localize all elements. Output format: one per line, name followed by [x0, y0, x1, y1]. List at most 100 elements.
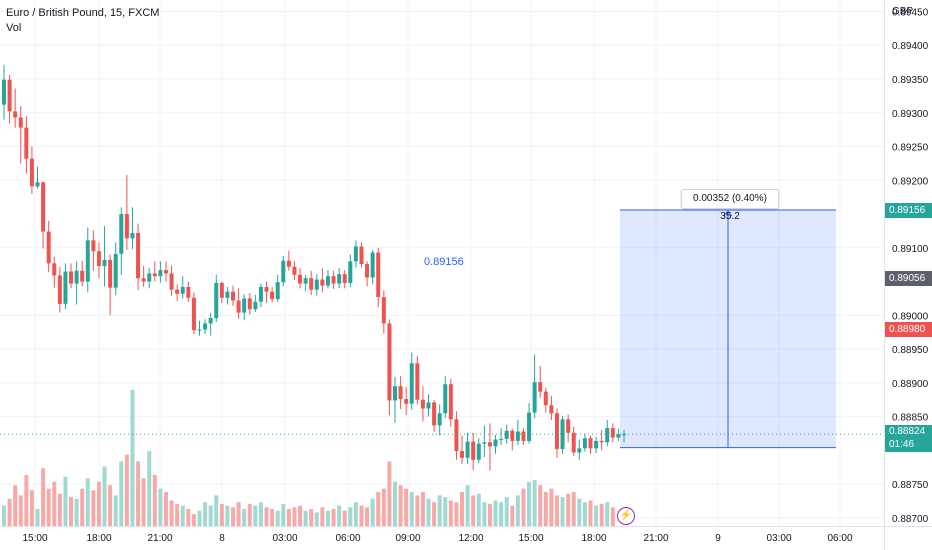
candle-body [482, 442, 487, 444]
volume-bar [610, 507, 615, 526]
candle-body [348, 261, 353, 283]
currency-label: GBP [892, 6, 914, 17]
volume-bar [35, 509, 40, 526]
volume-bar [460, 492, 465, 526]
time-tick-label: 12:00 [458, 533, 483, 544]
bar-countdown: 01:46 [889, 439, 915, 450]
volume-bar [582, 502, 587, 526]
volume-bar [2, 505, 6, 526]
candle-body [108, 259, 113, 288]
volume-bar [175, 503, 180, 526]
candle-body [610, 428, 615, 438]
candle-body [325, 276, 330, 286]
price-tick-label: 0.89250 [892, 143, 929, 154]
candle-body [163, 270, 168, 274]
volume-bar [275, 510, 280, 526]
candle-body [91, 240, 96, 252]
symbol-title[interactable]: Euro / British Pound, 15, FXCM [6, 7, 160, 19]
candle-body [63, 271, 68, 304]
volume-bar [74, 498, 79, 526]
volume-bar [281, 503, 286, 526]
volume-bar [353, 502, 358, 526]
volume-bar [538, 485, 543, 526]
volume-bar [404, 488, 409, 526]
candle-body [554, 413, 559, 450]
candle-body [124, 214, 129, 239]
lightning-icon[interactable]: ⚡ [617, 507, 635, 525]
candle-body [253, 301, 258, 310]
price-tick-label: 0.89300 [892, 109, 929, 120]
candle-body [214, 282, 219, 319]
candle-body [566, 419, 571, 433]
candle-body [605, 428, 610, 443]
volume-bar [432, 502, 437, 526]
candle-body [264, 286, 269, 292]
candle-body [314, 279, 319, 290]
volume-bar [258, 502, 263, 526]
volume-bar [80, 488, 85, 526]
volume-bar [225, 505, 230, 526]
volume-bar [476, 493, 481, 526]
candle-body [119, 214, 124, 254]
candle-body [80, 270, 85, 282]
volume-bar [409, 492, 414, 526]
candle-body [7, 79, 12, 112]
time-tick-label: 9 [715, 533, 721, 544]
candle-body [286, 260, 291, 267]
volume-bar [325, 510, 330, 526]
candle-body [203, 323, 208, 330]
candle-body [337, 274, 342, 284]
candle-body [219, 282, 224, 298]
volume-bar [426, 498, 431, 526]
volume-bar [420, 492, 425, 526]
candle-body [180, 286, 185, 294]
volume-bar [52, 481, 57, 526]
measure-target-text: 0.89156 [424, 256, 464, 268]
candle-body [454, 419, 459, 452]
chart-legend: Euro / British Pound, 15, FXCM Vol [6, 6, 159, 36]
candle-body [370, 252, 375, 278]
volume-bar [130, 390, 135, 526]
price-tick-label: 0.89350 [892, 75, 929, 86]
candle-body [35, 182, 40, 187]
candle-body [398, 386, 403, 400]
candle-body [365, 264, 370, 278]
volume-bar [108, 485, 113, 526]
target-price-tag: 0.89156 [885, 202, 932, 218]
volume-bar [18, 495, 23, 526]
volume-bar [292, 507, 297, 526]
candle-body [152, 273, 157, 277]
current-price-value: 0.88824 [889, 426, 926, 437]
candle-body [582, 438, 587, 449]
volume-bar [286, 509, 291, 526]
volume-bar [113, 495, 118, 526]
candle-body [197, 329, 202, 331]
volume-bar [532, 480, 537, 526]
candle-body [309, 278, 314, 290]
volume-bar [7, 498, 12, 526]
candle-body [147, 273, 152, 282]
price-tick-label: 0.88950 [892, 345, 929, 356]
candle-body [577, 448, 582, 453]
candle-body [353, 246, 358, 262]
time-tick-label: 18:00 [581, 533, 606, 544]
candle-body [538, 382, 543, 392]
volume-bar [136, 461, 141, 526]
volume-bar [270, 509, 275, 526]
volume-bar [527, 481, 532, 526]
volume-bar [348, 507, 353, 526]
candle-body [52, 263, 57, 276]
volume-bar [236, 502, 241, 526]
price-tick-label: 0.89450 [892, 7, 929, 18]
candle-body [270, 291, 275, 300]
volume-bar [141, 478, 146, 526]
volume-bar [13, 485, 18, 526]
candle-body [616, 434, 621, 438]
candle-body [18, 117, 23, 128]
volume-legend-label[interactable]: Vol [6, 22, 22, 34]
candle-body [571, 432, 576, 453]
volume-bar [242, 509, 247, 526]
price-tick-label: 0.89400 [892, 41, 929, 52]
